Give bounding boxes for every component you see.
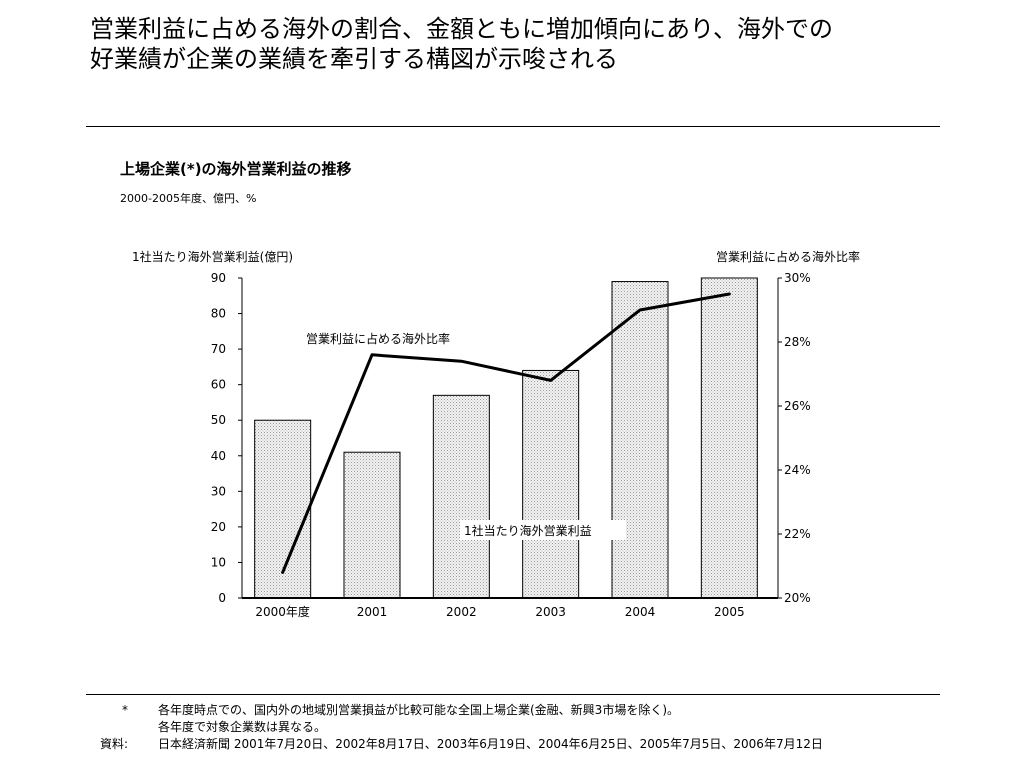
category-label-0: 2000年度 [255, 604, 310, 619]
series-label-bars-bg [460, 520, 626, 540]
category-label-4: 2004 [625, 605, 656, 619]
right-tick-label-5: 30% [784, 271, 811, 285]
right-tick-label-3: 26% [784, 399, 811, 413]
line-layer [281, 292, 731, 574]
bottom-divider [86, 694, 940, 695]
chart-title: 上場企業(*)の海外営業利益の推移 [120, 160, 352, 178]
category-label-1: 2001 [357, 605, 388, 619]
line-ratio [281, 292, 731, 574]
left-tick-label-2: 20 [211, 520, 226, 534]
left-tick-label-3: 30 [211, 484, 226, 498]
chart-subtitle: 2000-2005年度、億円、% [120, 192, 257, 205]
right-tick-label-4: 28% [784, 335, 811, 349]
bar-3 [522, 369, 580, 599]
left-tick-label-1: 10 [211, 555, 226, 569]
left-tick-label-5: 50 [211, 413, 226, 427]
bars-layer [254, 277, 758, 599]
bar-5 [700, 277, 758, 599]
bar-2 [432, 394, 490, 599]
source-text: 日本経済新聞 2001年7月20日、2002年8月17日、2003年6月19日、… [158, 737, 823, 751]
left-tick-label-9: 90 [211, 271, 226, 285]
right-axis-title: 営業利益に占める海外比率 [716, 250, 861, 264]
category-label-2: 2002 [446, 605, 477, 619]
source-label: 資料: [100, 737, 129, 751]
series-label-bars: 1社当たり海外営業利益 [464, 523, 592, 538]
bar-4 [611, 281, 669, 599]
left-tick-label-8: 80 [211, 307, 226, 321]
bar-1 [343, 451, 401, 599]
left-tick-label-4: 40 [211, 449, 226, 463]
category-label-5: 2005 [714, 605, 745, 619]
category-label-3: 2003 [535, 605, 566, 619]
labels-layer: 0 10 20 30 40 50 60 70 80 90 20% 22% 24% 26% 28% 30% 200… [211, 271, 811, 619]
right-tick-label-1: 22% [784, 527, 811, 541]
left-tick-label-6: 60 [211, 378, 226, 392]
left-tick-label-7: 70 [211, 342, 226, 356]
left-axis-title: 1社当たり海外営業利益(億円) [132, 250, 293, 264]
series-label-ratio: 営業利益に占める海外比率 [306, 331, 450, 346]
bar-0 [254, 419, 312, 599]
footnote-line-1: 各年度時点での、国内外の地域別営業損益が比較可能な全国上場企業(金融、新興3市場… [158, 703, 680, 717]
right-tick-label-2: 24% [784, 463, 811, 477]
axes-layer [238, 277, 782, 599]
left-tick-label-0: 0 [218, 591, 226, 605]
headline-line-1: 営業利益に占める海外の割合、金額ともに増加傾向にあり、海外での [90, 15, 834, 43]
footnote-mark: * [122, 703, 128, 717]
right-tick-label-0: 20% [784, 591, 811, 605]
top-divider [86, 126, 940, 127]
footnote-line-2: 各年度で対象企業数は異なる。 [158, 720, 327, 734]
headline-line-2: 好業績が企業の業績を牽引する構図が示唆される [90, 45, 618, 73]
headline: 営業利益に占める海外の割合、金額ともに増加傾向にあり、海外での 好業績が企業の業… [90, 14, 990, 74]
